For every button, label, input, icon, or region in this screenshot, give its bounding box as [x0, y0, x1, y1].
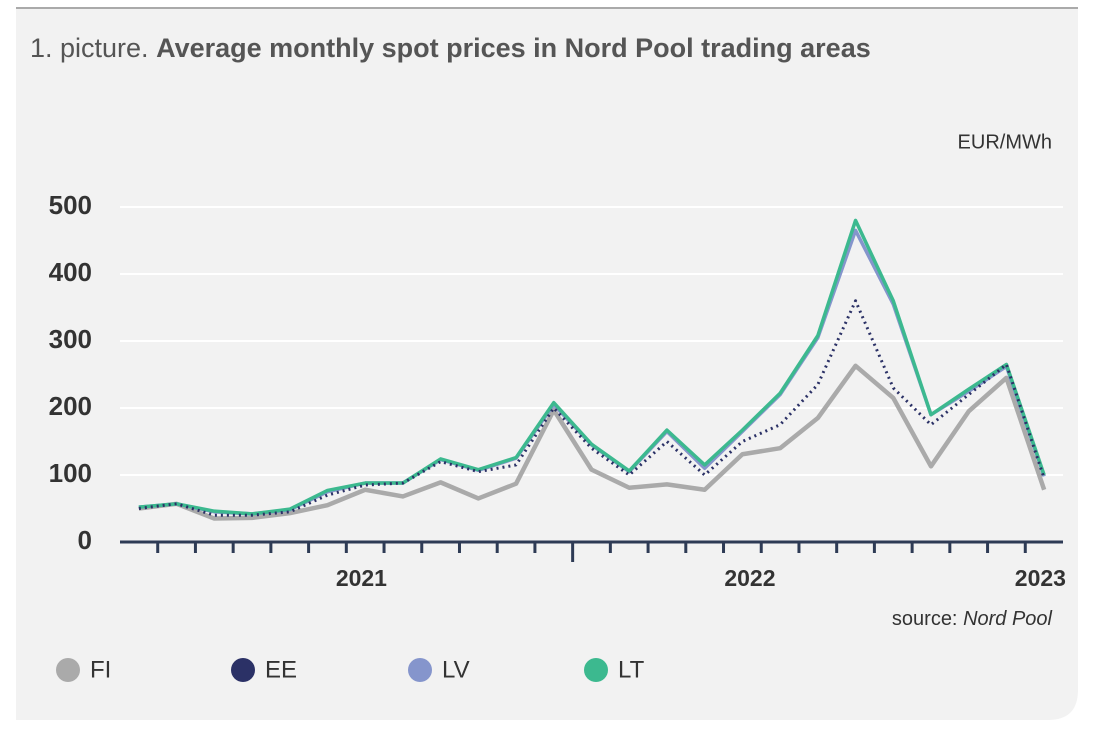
y-tick-label: 0 [78, 525, 92, 555]
y-tick-label: 300 [49, 324, 92, 354]
x-tick-label: 2022 [724, 565, 775, 591]
legend-swatch [231, 658, 255, 682]
series-line [138, 299, 1046, 517]
y-tick-label: 500 [49, 190, 92, 220]
legend-label: EE [265, 656, 297, 683]
legend-swatch [584, 658, 608, 682]
title-text: Average monthly spot prices in Nord Pool… [156, 33, 871, 63]
source-name: Nord Pool [963, 608, 1052, 630]
legend-label: FI [90, 656, 111, 683]
legend-swatch [408, 658, 432, 682]
x-tick-label: 2021 [336, 565, 387, 591]
series-line [138, 218, 1046, 516]
title-label: 1. picture. [30, 33, 149, 63]
legend-swatch [56, 658, 80, 682]
y-tick-label: 100 [49, 458, 92, 488]
chart-title: 1. picture. Average monthly spot prices … [30, 33, 871, 63]
legend-label: LV [442, 656, 470, 683]
y-tick-label: 200 [49, 391, 92, 421]
series-line [138, 363, 1047, 521]
source-label: source: [892, 608, 958, 630]
unit-label: EUR/MWh [958, 131, 1052, 153]
x-tick-label: 2023 [1015, 565, 1066, 591]
legend-label: LT [618, 656, 645, 683]
y-tick-label: 400 [49, 257, 92, 287]
source: source: Nord Pool [892, 608, 1053, 630]
